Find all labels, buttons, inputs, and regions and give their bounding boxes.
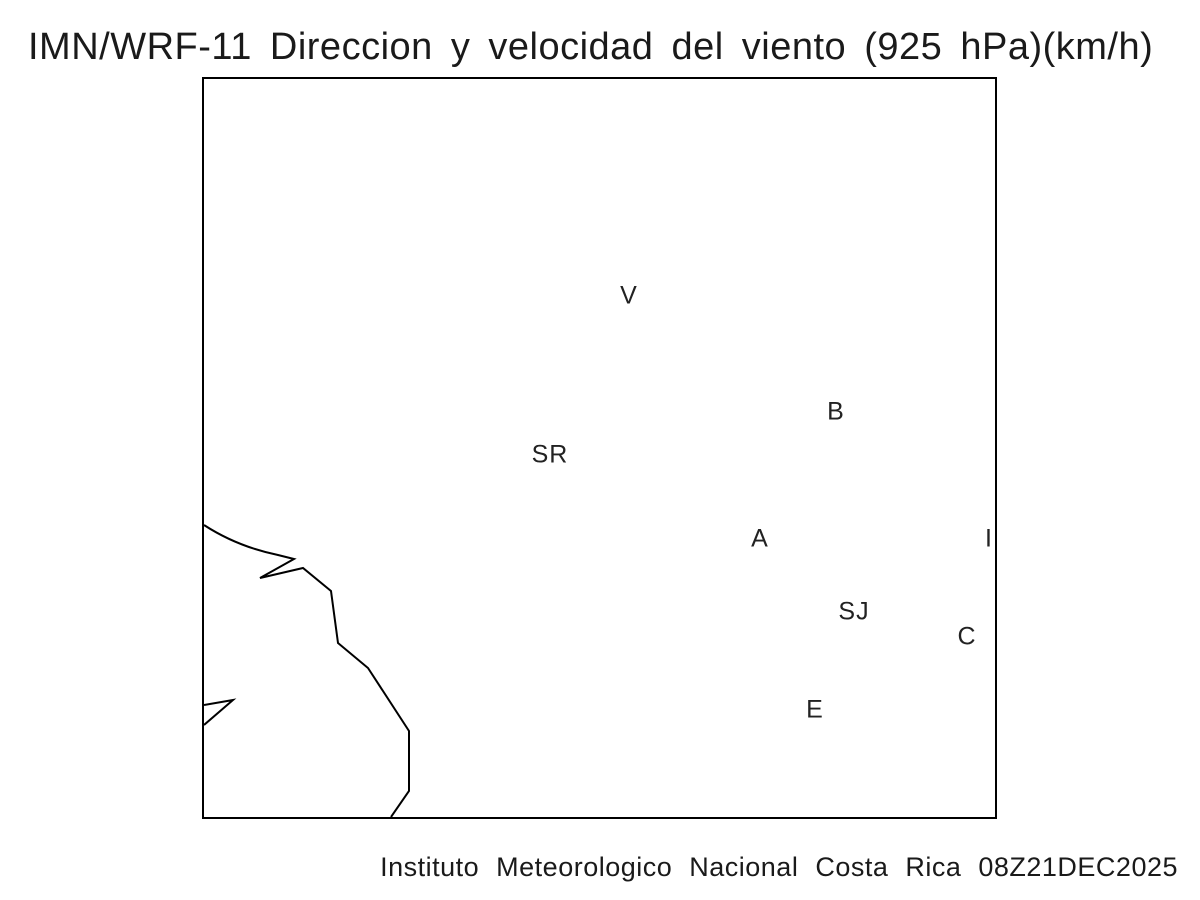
station-label-a: A	[751, 524, 769, 553]
coastline-inlet-path	[204, 698, 237, 726]
station-label-i: I	[985, 524, 993, 553]
plot-caption: Instituto Meteorologico Nacional Costa R…	[380, 852, 1178, 882]
station-label-sj: SJ	[838, 597, 870, 626]
plot-title: IMN/WRF-11 Direccion y velocidad del vie…	[28, 26, 1154, 68]
station-label-c: C	[957, 622, 977, 651]
map-frame: V B SR A I SJ C E	[202, 77, 997, 819]
station-label-e: E	[806, 695, 824, 724]
stations-layer: V B SR A I SJ C E	[204, 79, 995, 817]
coastline-svg	[204, 524, 410, 817]
station-label-b: B	[827, 397, 845, 426]
coastline-path	[204, 524, 410, 817]
station-label-sr: SR	[531, 440, 569, 469]
station-label-v: V	[620, 281, 638, 310]
